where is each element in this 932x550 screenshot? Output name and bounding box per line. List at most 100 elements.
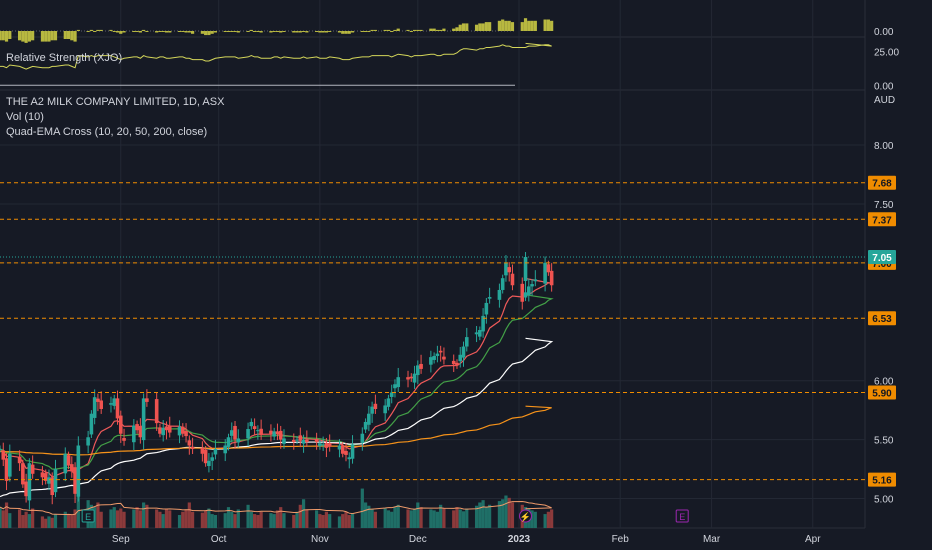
rs-histogram-bar — [301, 31, 306, 32]
volume-bar — [497, 501, 502, 528]
volume-bar — [301, 499, 306, 528]
rs-histogram-bar — [455, 27, 459, 31]
candle-body — [409, 376, 414, 379]
candle-body — [305, 439, 309, 442]
rs-histogram-bar — [96, 29, 100, 31]
rs-histogram-bar — [207, 31, 211, 36]
rs-histogram-bar — [432, 28, 436, 31]
rs-histogram-bar — [439, 29, 443, 31]
candle-body — [50, 477, 55, 496]
candle-body — [27, 463, 32, 501]
volume-bar — [184, 509, 188, 528]
candle-body — [0, 449, 2, 451]
rs-histogram-bar — [328, 31, 332, 32]
volume-bar — [259, 511, 263, 528]
candle-body — [73, 467, 77, 494]
candle-body — [249, 421, 254, 427]
rs-histogram-bar — [321, 31, 325, 33]
rs-histogram-bar — [429, 28, 433, 31]
candle-body — [30, 464, 35, 474]
candle-body — [53, 469, 58, 493]
rs-histogram-bar — [21, 31, 25, 42]
rs-histogram-bar — [168, 31, 172, 33]
rs-histogram-bar — [474, 24, 479, 31]
volume-bar — [324, 511, 329, 528]
rs-axis-label: 25.00 — [874, 48, 899, 59]
candle-body — [435, 353, 440, 356]
candle-body — [115, 398, 120, 419]
rs-histogram-bar — [213, 31, 218, 33]
ema-legend[interactable]: Quad-EMA Cross (10, 20, 50, 200, close) — [6, 126, 208, 138]
rs-histogram-bar — [507, 20, 511, 31]
candle-body — [419, 363, 423, 369]
candle-body — [455, 362, 459, 366]
candle-body — [7, 453, 12, 477]
volume-bar — [481, 500, 485, 528]
rs-histogram-bar — [138, 31, 142, 33]
level-price-label: 5.16 — [872, 476, 892, 487]
volume-bar — [138, 510, 142, 528]
volume-bar — [412, 508, 417, 528]
candle-body — [278, 430, 283, 440]
candle-body — [373, 403, 378, 409]
candle-body — [154, 399, 159, 424]
volume-bar — [419, 507, 423, 528]
volume-bar — [223, 513, 227, 528]
rs-histogram-bar — [461, 23, 466, 31]
volume-bar — [96, 502, 100, 528]
time-label: Oct — [211, 534, 227, 545]
event-marker-earnings — [81, 509, 95, 523]
volume-bar — [24, 511, 28, 528]
candle-body — [213, 449, 218, 455]
volume-bar — [442, 508, 446, 528]
volume-bar — [546, 511, 550, 528]
candle-body — [210, 457, 214, 461]
ema20-line — [0, 294, 554, 472]
time-label: Feb — [612, 534, 630, 545]
rs-histogram-bar — [76, 29, 80, 31]
rs-histogram-bar — [360, 31, 364, 32]
currency-label: AUD — [874, 95, 895, 106]
volume-bar — [416, 502, 420, 528]
candle-body — [226, 437, 231, 447]
rs-legend: Relative Strength (XJO) — [6, 52, 123, 64]
candle-body — [533, 279, 538, 282]
rs-histogram-bar — [344, 31, 348, 34]
rs-histogram-bar — [66, 31, 71, 40]
rs-histogram-bar — [142, 29, 146, 31]
rs-histogram-bar — [47, 31, 51, 42]
symbol-title[interactable]: THE A2 MILK COMPANY LIMITED, 1D, ASX — [6, 96, 225, 108]
volume-bar — [367, 505, 371, 528]
volume-bar — [292, 515, 296, 528]
volume-bar — [204, 510, 208, 528]
volume-bar — [328, 514, 332, 528]
candle-body — [412, 373, 417, 383]
volume-bar — [337, 516, 342, 528]
volume-bar — [44, 518, 48, 528]
candle-body — [272, 431, 276, 437]
rs-histogram-bar — [53, 31, 58, 41]
candle-body — [180, 426, 185, 434]
candle-body — [99, 400, 103, 409]
candle-body — [1, 450, 6, 460]
rs-histogram-bar — [416, 29, 420, 31]
candle-body — [389, 392, 394, 397]
rs-histogram-bar — [481, 23, 485, 31]
volume-bar — [207, 508, 211, 528]
event-marker-dividend — [519, 509, 533, 523]
rs-histogram-bar — [24, 31, 28, 43]
candle-body — [458, 354, 463, 362]
volume-bar — [233, 514, 237, 528]
volume-bar — [249, 511, 253, 528]
rs-histogram-bar — [363, 31, 368, 32]
volume-bar — [461, 511, 466, 528]
volume-legend[interactable]: Vol (10) — [6, 111, 44, 123]
volume-bar — [0, 507, 2, 528]
volume-bar — [360, 488, 364, 528]
candle-body — [396, 377, 401, 388]
rs-histogram-bar — [478, 23, 482, 31]
rs-histogram-bar — [63, 31, 67, 40]
rs-histogram-bar — [223, 31, 227, 32]
